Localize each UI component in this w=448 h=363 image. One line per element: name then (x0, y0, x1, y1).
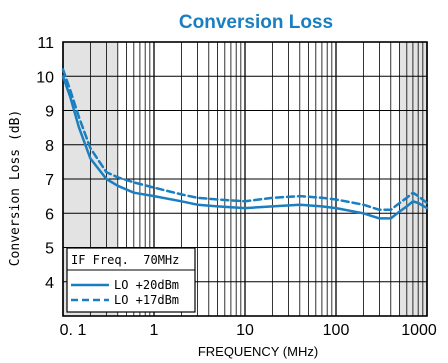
y-tick-labels: 4 5 6 7 8 9 10 11 (36, 35, 54, 292)
series-line-0 (61, 75, 429, 220)
x-tick-label: 100 (323, 322, 350, 339)
legend: IF Freq. 70MHz LO +20dBm LO +17dBm (66, 247, 196, 313)
y-tick-label: 11 (37, 35, 54, 52)
y-tick-label: 10 (36, 69, 54, 86)
x-tick-label: 1 (150, 322, 159, 339)
x-axis-label: FREQUENCY (MHz) (198, 344, 318, 359)
x-tick-label: 0. 1 (60, 322, 87, 339)
y-tick-label: 9 (45, 104, 54, 121)
y-axis-label: Conversion Loss (dB) (8, 110, 23, 267)
x-tick-label: 1000 (401, 322, 437, 339)
y-tick-label: 4 (45, 275, 54, 292)
x-tick-labels: 0. 1 1 10 100 1000 (60, 322, 437, 339)
legend-entry-dashed: LO +17dBm (114, 293, 179, 307)
chart-title: Conversion Loss (179, 12, 333, 33)
legend-box (66, 247, 196, 313)
y-tick-label: 5 (45, 241, 54, 258)
series-layer (61, 68, 429, 220)
legend-entry-solid: LO +20dBm (114, 278, 179, 292)
y-tick-label: 7 (45, 172, 54, 189)
x-tick-label: 10 (236, 322, 254, 339)
y-tick-label: 6 (45, 206, 54, 223)
legend-header: IF Freq. 70MHz (71, 253, 179, 267)
plot-frame (62, 41, 428, 317)
series-line-1 (61, 68, 429, 212)
y-tick-label: 8 (45, 138, 54, 155)
